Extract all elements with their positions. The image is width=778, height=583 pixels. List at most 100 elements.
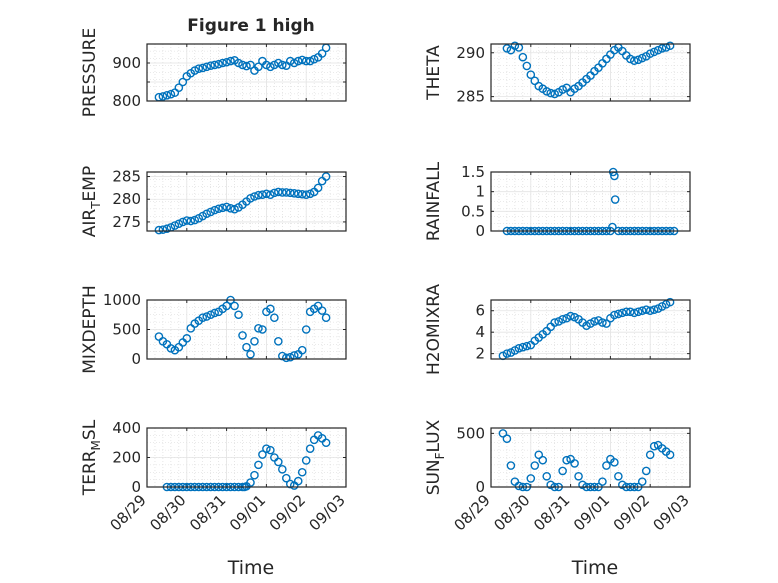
panel-terr-msl: 0 200 400 TERRMSL08/2908/3008/3109/0109/020… <box>80 419 349 534</box>
data-point <box>274 457 283 467</box>
data-point <box>530 461 540 470</box>
data-point <box>274 58 283 68</box>
data-point <box>262 189 271 199</box>
data-point <box>510 41 520 51</box>
y-axis-label: THETA <box>424 45 444 101</box>
data-point <box>526 70 536 79</box>
data-point <box>206 207 215 217</box>
data-point <box>186 216 196 226</box>
data-point <box>598 318 607 327</box>
data-point <box>633 55 643 65</box>
data-point <box>641 466 651 476</box>
y-tick-label: 500 <box>456 424 485 442</box>
y-tick-label: 200 <box>112 449 141 467</box>
data-point <box>214 204 223 214</box>
data-point <box>502 44 512 53</box>
data-point <box>154 225 164 235</box>
y-axis-label: MIXDEPTH <box>80 285 100 374</box>
data-point <box>301 325 311 334</box>
panel-theta: 285 290 THETA <box>424 41 691 106</box>
data-point <box>633 307 643 317</box>
y-tick-label: 0 <box>131 478 141 496</box>
data-point <box>222 57 231 67</box>
panel-h2omixra: 2 4 6 H2OMIXRA <box>424 284 691 375</box>
data-point <box>158 92 168 101</box>
data-point <box>262 444 271 453</box>
data-point <box>285 479 295 489</box>
data-point <box>546 88 556 98</box>
data-point <box>297 345 307 355</box>
data-point <box>629 308 639 318</box>
data-point <box>270 60 279 70</box>
x-tick-label: 08/29 <box>451 491 494 534</box>
data-point <box>293 476 303 486</box>
data-point <box>258 190 267 199</box>
x-tick-label: 09/01 <box>226 491 269 534</box>
data-point <box>226 204 235 213</box>
data-point <box>637 306 647 316</box>
y-tick-label: 290 <box>456 44 485 62</box>
data-point <box>317 49 327 58</box>
y-tick-label: 0 <box>475 478 485 496</box>
data-point <box>305 444 315 453</box>
data-point <box>514 481 524 491</box>
data-point <box>645 450 655 460</box>
data-point <box>222 301 231 311</box>
y-tick-label: 285 <box>456 88 485 106</box>
data-point <box>190 215 200 225</box>
data-point <box>281 188 291 197</box>
data-point <box>558 85 567 94</box>
y-tick-label: 2 <box>475 345 485 363</box>
data-point <box>266 304 275 314</box>
data-point <box>522 341 532 351</box>
data-point <box>530 76 540 86</box>
data-point <box>665 450 675 460</box>
data-point <box>649 47 659 57</box>
data-point <box>526 474 536 483</box>
data-point <box>514 343 524 353</box>
data-point <box>206 61 215 70</box>
data-point <box>317 306 327 315</box>
data-point <box>246 194 255 203</box>
y-tick-label: 0 <box>131 350 141 368</box>
data-point <box>498 429 508 438</box>
panel-pressure: 800 900 PRESSURE <box>80 28 347 117</box>
data-point <box>266 190 275 199</box>
y-tick-label: 4 <box>475 323 485 341</box>
data-point <box>234 58 243 68</box>
data-point <box>162 91 172 100</box>
data-point <box>293 189 303 199</box>
y-tick-label: 285 <box>112 168 141 186</box>
data-point <box>258 450 267 459</box>
data-point <box>210 60 219 70</box>
data-point <box>518 52 528 62</box>
data-point <box>278 188 287 197</box>
data-point <box>301 190 311 199</box>
data-point <box>246 349 255 359</box>
figure-title: Figure 1 high <box>187 16 315 36</box>
data-point <box>637 53 647 63</box>
data-point <box>534 450 544 460</box>
data-point <box>637 477 647 486</box>
x-tick-label: 08/30 <box>146 491 189 534</box>
data-point <box>550 89 559 99</box>
data-point <box>305 189 315 199</box>
data-point <box>238 331 247 340</box>
data-point <box>285 352 295 362</box>
data-point <box>182 216 192 225</box>
data-point <box>170 221 180 230</box>
data-point <box>242 61 251 71</box>
data-point <box>321 313 331 323</box>
data-point <box>289 189 299 198</box>
data-point <box>645 49 655 58</box>
data-point <box>626 307 635 317</box>
data-point <box>246 60 255 70</box>
y-tick-label: 280 <box>112 190 141 208</box>
data-point <box>653 45 663 55</box>
data-point <box>214 59 223 69</box>
y-tick-label: 0 <box>475 222 485 240</box>
data-point <box>174 83 184 92</box>
data-point <box>626 54 635 64</box>
data-point <box>230 301 239 311</box>
